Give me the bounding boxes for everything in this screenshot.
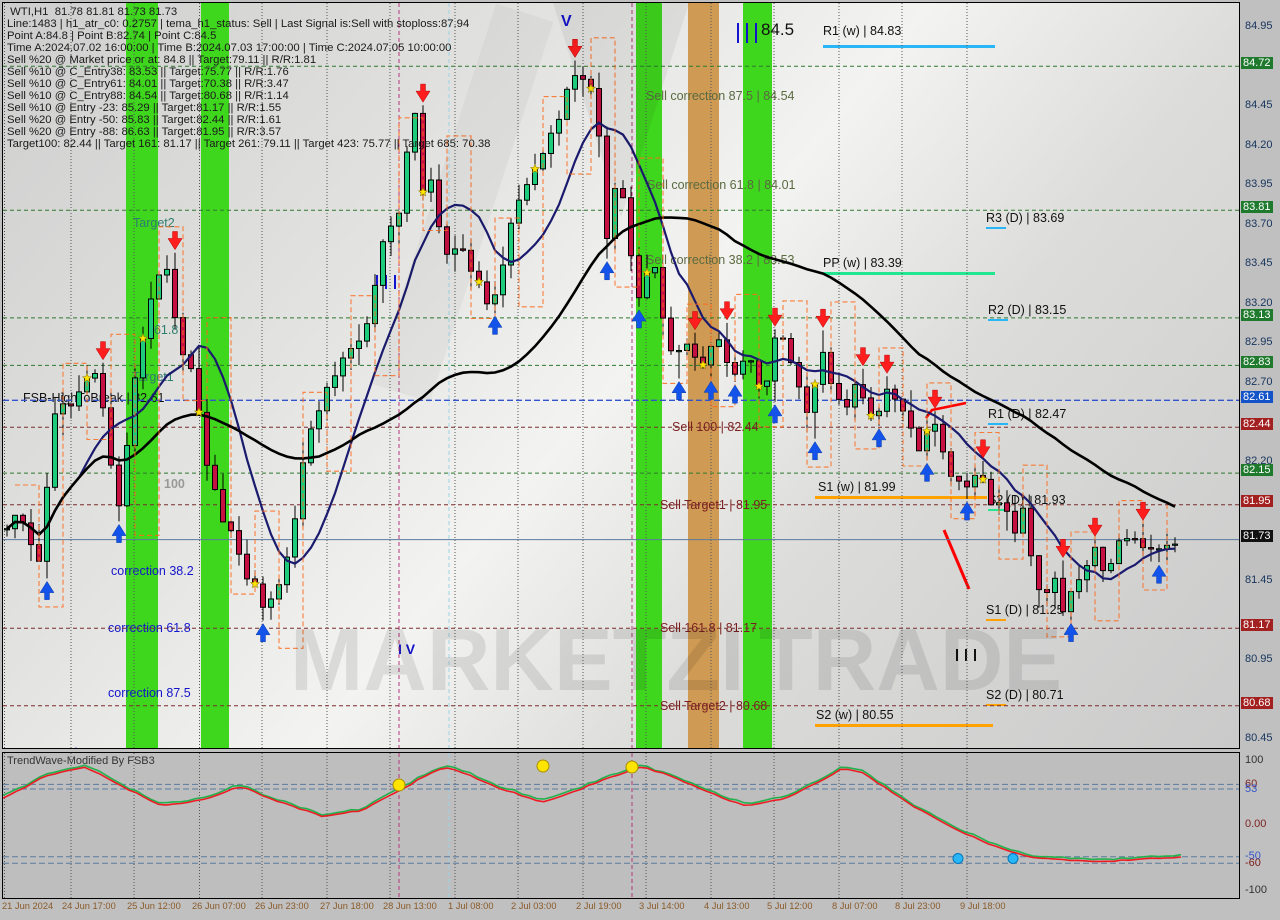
- svg-text:TRADE: TRADE: [759, 610, 1062, 709]
- svg-text:MARKETZI: MARKETZI: [290, 610, 745, 709]
